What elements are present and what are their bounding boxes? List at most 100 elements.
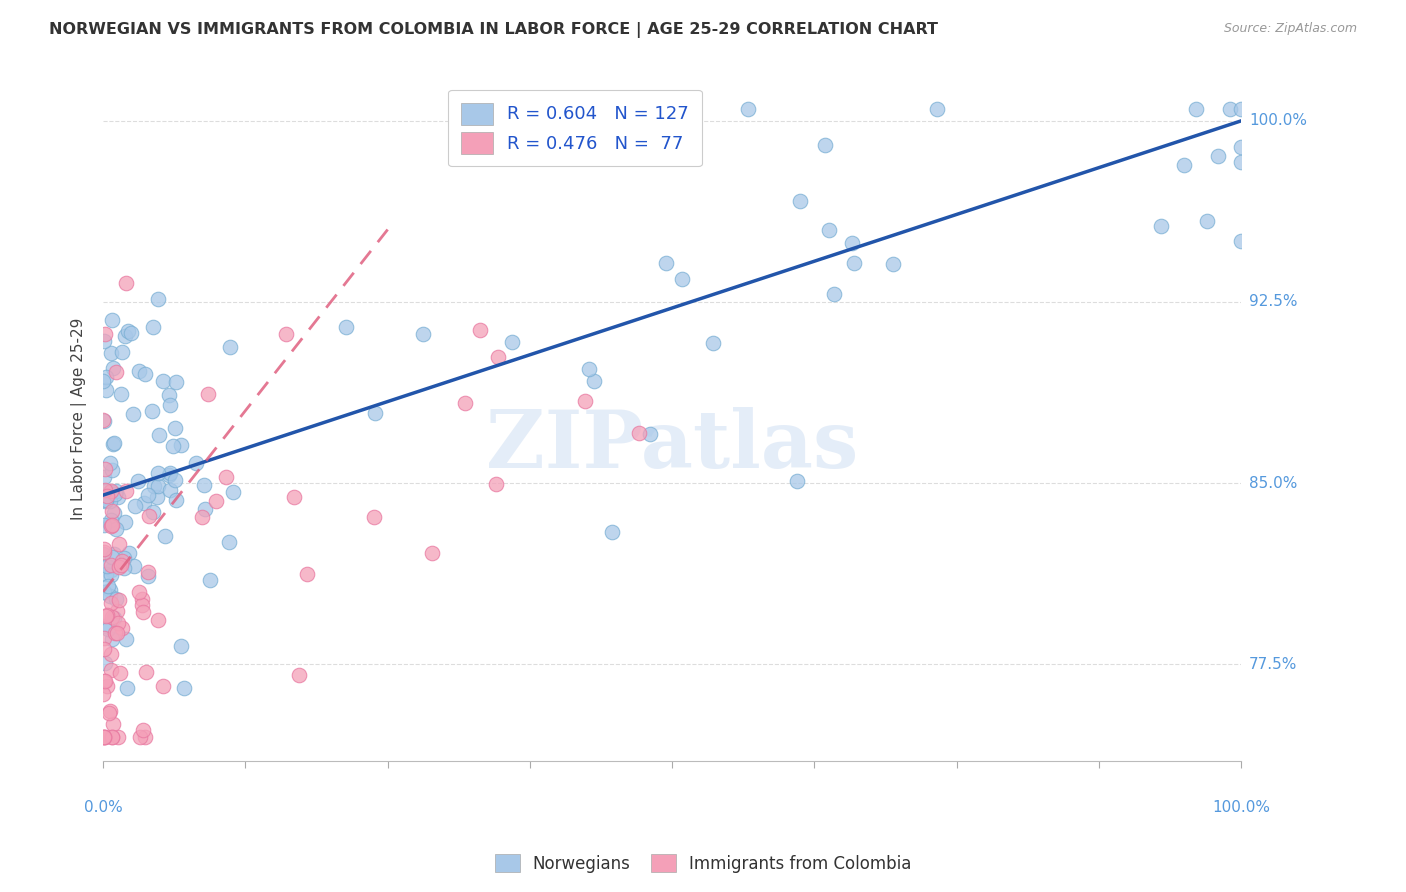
Point (100, 346, 122, 360)
Point (93, 674, 115, 689)
Point (103, 547, 125, 561)
Point (122, 559, 145, 574)
Point (93, 326, 115, 341)
Point (454, 395, 477, 409)
Point (100, 484, 122, 499)
Point (138, 509, 160, 524)
Point (112, 560, 135, 574)
Point (100, 596, 122, 610)
Point (104, 522, 127, 536)
Point (1230, 102, 1253, 116)
Point (111, 554, 134, 568)
Point (115, 632, 138, 647)
Point (157, 387, 180, 401)
Point (627, 426, 650, 441)
Point (170, 639, 193, 653)
Point (155, 528, 177, 542)
Point (127, 474, 149, 488)
Point (104, 592, 127, 607)
Point (823, 286, 845, 301)
Legend: Norwegians, Immigrants from Colombia: Norwegians, Immigrants from Colombia (488, 847, 918, 880)
Point (110, 387, 132, 401)
Point (170, 438, 193, 452)
Point (219, 340, 242, 354)
Point (101, 437, 124, 451)
Point (814, 138, 837, 153)
Point (96, 607, 118, 622)
Point (107, 616, 129, 631)
Point (118, 546, 141, 560)
Point (162, 439, 184, 453)
Text: 0.0%: 0.0% (84, 799, 122, 814)
Point (218, 535, 240, 549)
Point (93, 673, 115, 688)
Point (138, 488, 160, 502)
Point (148, 292, 170, 306)
Point (737, 102, 759, 116)
Point (186, 456, 208, 470)
Point (129, 730, 152, 744)
Point (115, 681, 138, 696)
Point (283, 490, 305, 504)
Point (105, 625, 128, 640)
Point (100, 704, 122, 718)
Point (335, 320, 357, 334)
Point (152, 679, 174, 693)
Point (93, 541, 115, 556)
Point (97, 622, 120, 636)
Point (165, 493, 187, 508)
Point (583, 374, 606, 388)
Point (159, 483, 181, 498)
Point (94, 493, 117, 508)
Text: 100.0%: 100.0% (1212, 799, 1270, 814)
Point (107, 730, 129, 744)
Point (274, 327, 297, 342)
Point (94, 608, 117, 623)
Point (107, 560, 129, 574)
Point (148, 427, 170, 442)
Point (146, 479, 169, 493)
Point (142, 320, 165, 334)
Text: 92.5%: 92.5% (1249, 294, 1298, 310)
Point (134, 367, 156, 381)
Point (105, 604, 128, 618)
Point (925, 102, 948, 116)
Point (1195, 214, 1218, 228)
Point (132, 723, 155, 738)
Point (165, 420, 187, 434)
Point (468, 323, 491, 337)
Point (128, 585, 150, 599)
Y-axis label: In Labor Force | Age 25-29: In Labor Force | Age 25-29 (72, 318, 87, 520)
Point (93, 619, 115, 633)
Point (638, 427, 661, 442)
Point (1230, 234, 1253, 248)
Point (103, 506, 125, 520)
Text: 77.5%: 77.5% (1249, 657, 1298, 672)
Point (107, 490, 129, 504)
Point (101, 313, 124, 327)
Point (101, 503, 124, 517)
Point (104, 487, 127, 501)
Point (93, 730, 115, 744)
Point (817, 223, 839, 237)
Point (671, 272, 693, 286)
Point (844, 256, 866, 270)
Point (1230, 140, 1253, 154)
Point (135, 665, 157, 680)
Point (159, 398, 181, 412)
Point (96, 492, 118, 507)
Point (104, 626, 127, 640)
Point (152, 374, 174, 388)
Point (679, 148, 702, 162)
Point (1184, 102, 1206, 116)
Point (96, 489, 118, 503)
Point (1219, 102, 1241, 116)
Point (91, 730, 114, 744)
Point (98, 589, 121, 603)
Point (104, 365, 127, 379)
Point (131, 598, 153, 612)
Point (131, 592, 153, 607)
Point (94, 462, 117, 476)
Point (114, 516, 136, 530)
Point (98, 582, 121, 597)
